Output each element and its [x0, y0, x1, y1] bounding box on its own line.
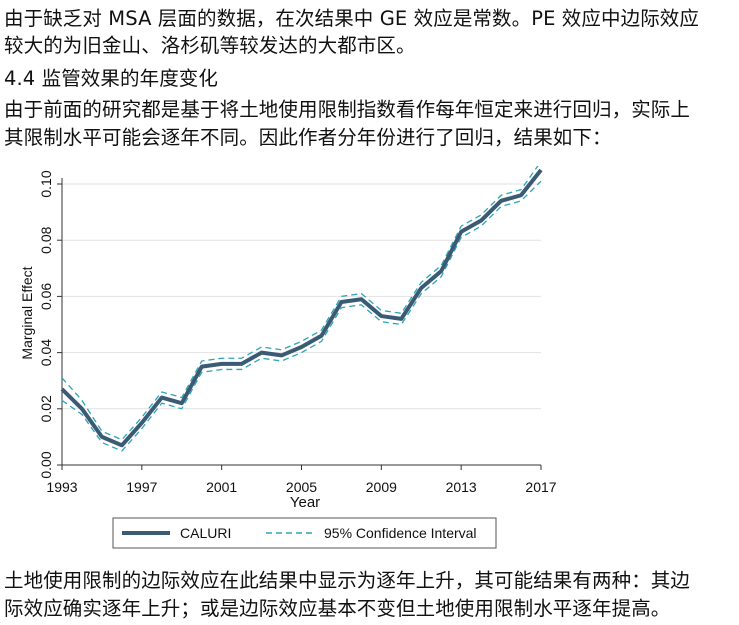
y-tick-label: 0.08	[38, 226, 54, 253]
y-tick-label: 0.10	[38, 170, 54, 197]
y-tick-label: 0.04	[38, 339, 54, 366]
section-heading: 4.4 监管效果的年度变化	[4, 67, 219, 90]
x-tick-label: 2009	[366, 479, 397, 495]
text-line-2: 较大的为旧金山、洛杉矶等较发达的大都市区。	[4, 34, 416, 57]
series-lines	[60, 161, 543, 452]
y-axis-label: Marginal Effect	[19, 266, 35, 359]
x-tick-label: 1993	[46, 479, 77, 495]
legend-label-ci: 95% Confidence Interval	[324, 525, 477, 541]
series-line-ci-2	[61, 180, 542, 452]
series-line-caluri	[60, 168, 543, 448]
text-line-4: 由于前面的研究都是基于将土地使用限制指数看作每年恒定来进行回归，实际上	[4, 98, 691, 121]
chart-figure: 0.00 0.02 0.04 0.06 0.08 0.10 1993 1997 2001 2005…	[10, 161, 570, 556]
x-tick-label: 2013	[446, 479, 477, 495]
x-tick-label: 2017	[525, 479, 556, 495]
series-line-ci-1	[61, 161, 542, 441]
legend: CALURI 95% Confidence Interval	[112, 517, 497, 549]
x-tick-label: 2001	[206, 479, 237, 495]
text-line-7: 际效应确实逐年上升；或是边际效应基本不变但土地使用限制水平逐年提高。	[4, 597, 671, 620]
y-tick-label: 0.06	[38, 283, 54, 310]
gridlines	[62, 183, 541, 410]
text-line-5: 其限制水平可能会逐年不同。因此作者分年份进行了回归，结果如下：	[4, 126, 612, 149]
ticks: 0.00 0.02 0.04 0.06 0.08 0.10 1993 1997 2001 2005…	[38, 170, 557, 495]
legend-box	[112, 517, 497, 549]
y-tick-label: 0.00	[38, 451, 54, 478]
legend-label-caluri: CALURI	[180, 525, 231, 541]
text-line-1: 由于缺乏对 MSA 层面的数据，在次结果中 GE 效应是常数。PE 效应中边际效…	[4, 7, 700, 30]
y-tick-label: 0.02	[38, 395, 54, 422]
line-chart: 0.00 0.02 0.04 0.06 0.08 0.10 1993 1997 2001 2005…	[19, 161, 557, 549]
x-axis-label: Year	[290, 494, 320, 511]
x-tick-label: 1997	[126, 479, 157, 495]
x-tick-label: 2005	[286, 479, 317, 495]
text-line-6: 土地使用限制的边际效应在此结果中显示为逐年上升，其可能结果有两种：其边	[4, 569, 691, 592]
